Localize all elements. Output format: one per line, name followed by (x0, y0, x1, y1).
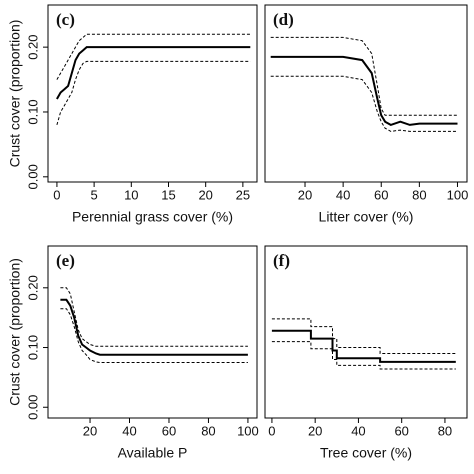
x-tick-label: 80 (412, 187, 426, 202)
panel-title: (f) (273, 251, 290, 270)
x-tick-label: 25 (236, 187, 250, 202)
x-tick-label: 15 (161, 187, 175, 202)
x-tick-label: 0 (268, 423, 275, 438)
y-tick-label: 0.10 (25, 335, 40, 360)
x-tick-label: 40 (336, 187, 350, 202)
y-axis-label: Crust cover (proportion) (7, 258, 23, 406)
x-axis-label: Available P (118, 445, 188, 461)
series-line (60, 308, 248, 363)
y-tick-label: 0.20 (25, 34, 40, 59)
x-tick-label: 20 (308, 423, 322, 438)
series-line (271, 318, 456, 354)
x-tick-label: 60 (394, 423, 408, 438)
y-tick-label: 0.00 (25, 395, 40, 420)
series-line (270, 36, 458, 116)
panel-title: (d) (273, 10, 294, 29)
x-tick-label: 5 (90, 187, 97, 202)
panel-title: (e) (56, 251, 75, 270)
x-tick-label: 10 (124, 187, 138, 202)
y-tick-label: 0.00 (25, 164, 40, 189)
series-line (270, 75, 458, 132)
series-line (60, 287, 248, 347)
x-tick-label: 100 (237, 423, 259, 438)
x-tick-label: 60 (162, 423, 176, 438)
panel-title: (c) (56, 10, 75, 29)
y-axis-label: Crust cover (proportion) (7, 20, 23, 168)
series-line (270, 55, 458, 126)
x-tick-label: 0 (53, 187, 60, 202)
x-tick-label: 20 (298, 187, 312, 202)
x-tick-label: 20 (83, 423, 97, 438)
series-line (56, 60, 251, 126)
series-line (60, 298, 248, 356)
plot-frame (264, 245, 468, 419)
series-line (271, 341, 456, 370)
x-tick-label: 40 (351, 423, 365, 438)
x-axis-label: Perennial grass cover (%) (72, 209, 233, 225)
plot-frame (47, 4, 258, 183)
x-tick-label: 80 (201, 423, 215, 438)
x-tick-label: 40 (122, 423, 136, 438)
x-tick-label: 20 (198, 187, 212, 202)
series-line (271, 329, 456, 363)
y-tick-label: 0.10 (25, 99, 40, 124)
x-tick-label: 100 (447, 187, 469, 202)
x-axis-label: Tree cover (%) (320, 445, 412, 461)
series-line (56, 46, 251, 100)
plot-frame (264, 4, 468, 183)
x-tick-label: 60 (374, 187, 388, 202)
series-line (56, 33, 251, 80)
x-axis-label: Litter cover (%) (319, 209, 414, 225)
plot-frame (47, 245, 258, 419)
x-tick-label: 80 (438, 423, 452, 438)
y-tick-label: 0.20 (25, 275, 40, 300)
